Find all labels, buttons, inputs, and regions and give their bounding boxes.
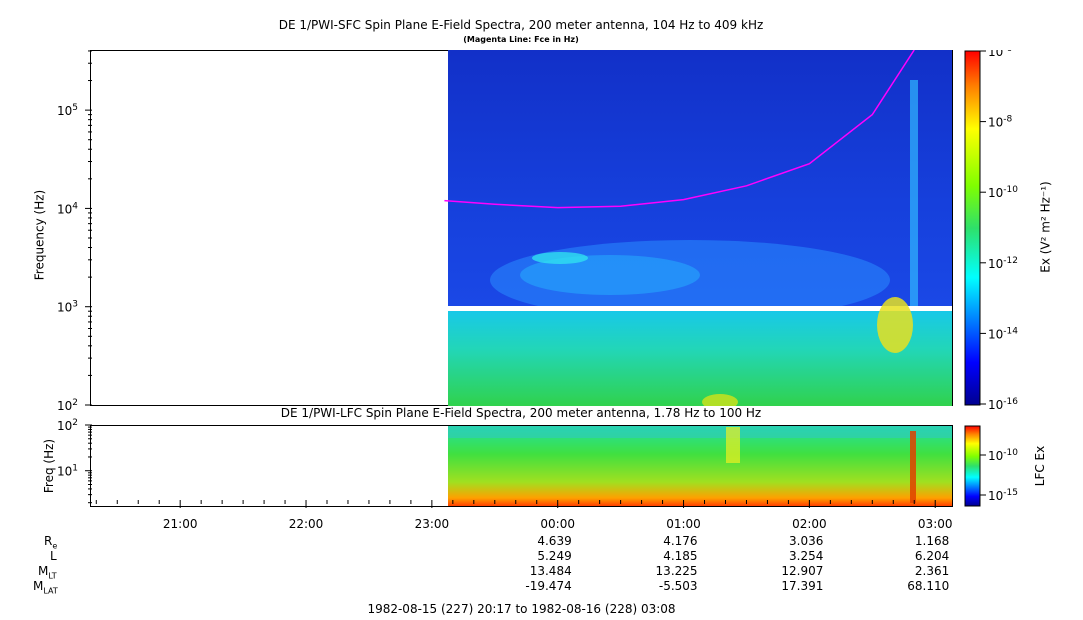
ephemeris-value: 4.185 bbox=[663, 549, 698, 563]
eph-label-mlat: MLAT bbox=[33, 579, 58, 596]
sfc-cbar-tick-label: 10-16 bbox=[988, 397, 1018, 410]
sfc-y-axis: 102 103 104 105 bbox=[57, 50, 92, 413]
ephemeris-value: 3.036 bbox=[789, 534, 824, 548]
ephemeris-value: 6.204 bbox=[914, 549, 950, 563]
sfc-lower-band bbox=[448, 311, 952, 406]
lfc-spectrogram bbox=[448, 426, 952, 506]
fce-line bbox=[444, 50, 915, 209]
lfc-band bbox=[448, 426, 952, 506]
x-tick-label: 22:00 bbox=[289, 517, 324, 531]
sfc-cbar-tick-label: 10-14 bbox=[988, 326, 1018, 341]
sfc-emission-spot bbox=[532, 252, 588, 264]
lfc-plot-frame bbox=[90, 425, 953, 507]
ephemeris-value: 13.225 bbox=[655, 564, 698, 578]
ephemeris-table: 4.639 5.249 13.484 -19.474 4.176 4.185 13.225-… bbox=[0, 534, 1083, 604]
sfc-vertical-burst bbox=[910, 80, 918, 306]
sfc-colorbar-label: Ex (V² m² Hz⁻¹) bbox=[1038, 181, 1053, 273]
ephemeris-value: 5.249 bbox=[537, 549, 572, 563]
sfc-hot-spot bbox=[877, 297, 913, 353]
ephemeris-value: 12.907 bbox=[781, 564, 824, 578]
sfc-title: DE 1/PWI-SFC Spin Plane E-Field Spectra,… bbox=[278, 18, 764, 32]
lfc-top-band bbox=[448, 426, 952, 438]
ephemeris-value: 2.361 bbox=[914, 564, 950, 578]
ephemeris-value: -5.503 bbox=[658, 579, 698, 593]
x-tick-label: 01:00 bbox=[666, 517, 701, 531]
x-tick-label: 02:00 bbox=[792, 517, 827, 531]
sfc-ytick-label: 103 bbox=[57, 300, 78, 315]
sfc-cbar-tick-label: 10-6 bbox=[988, 50, 1013, 59]
lfc-cbar-tick-label: 10-10 bbox=[988, 448, 1018, 463]
lfc-colorbar-label: LFC Ex bbox=[1033, 445, 1048, 487]
time-axis: 21:00 22:00 23:00 00:00 01:00 02:00 03:00 bbox=[95, 500, 953, 531]
lfc-colorbar: 10-15 10-10 bbox=[964, 425, 1018, 507]
lfc-y-axis-label: Freq (Hz) bbox=[42, 438, 57, 494]
sfc-colorbar-scale bbox=[964, 50, 981, 406]
ephemeris-value: 68.110 bbox=[907, 579, 950, 593]
lfc-hot-spot bbox=[726, 427, 740, 463]
x-tick-label: 23:00 bbox=[415, 517, 450, 531]
eph-label-l: L bbox=[50, 549, 57, 563]
sfc-spectrogram bbox=[444, 50, 952, 406]
sfc-subtitle: (Magenta Line: Fce in Hz) bbox=[463, 35, 579, 44]
sfc-cbar-tick-label: 10-10 bbox=[988, 185, 1018, 200]
x-tick-label: 03:00 bbox=[918, 517, 953, 531]
ephemeris-value: 13.484 bbox=[529, 564, 572, 578]
sfc-y-axis-label: Frequency (Hz) bbox=[32, 189, 47, 281]
sfc-hot-spot-low bbox=[702, 394, 738, 406]
sfc-ytick-label: 104 bbox=[57, 201, 78, 216]
lfc-title: DE 1/PWI-LFC Spin Plane E-Field Spectra,… bbox=[280, 406, 762, 420]
ephemeris-value: 4.639 bbox=[537, 534, 572, 548]
sfc-ytick-label: 102 bbox=[57, 398, 78, 413]
sfc-cbar-tick-label: 10-12 bbox=[988, 256, 1018, 271]
lfc-ytick-label: 101 bbox=[57, 464, 78, 479]
ephemeris-value: -19.474 bbox=[525, 579, 572, 593]
sfc-colorbar: 10-16 10-14 10-12 10-10 10-8 10-6 bbox=[964, 50, 1018, 410]
lfc-burst bbox=[910, 431, 916, 503]
x-tick-label: 00:00 bbox=[540, 517, 575, 531]
ephemeris-value: 17.391 bbox=[781, 579, 824, 593]
eph-label-mlt: MLT bbox=[38, 564, 57, 581]
sfc-ytick-label: 105 bbox=[57, 103, 78, 118]
eph-label-re: Re bbox=[44, 534, 58, 551]
sfc-emission-patch bbox=[520, 255, 700, 295]
lfc-colorbar-scale bbox=[964, 425, 981, 507]
lfc-y-axis: 101 102 bbox=[57, 418, 92, 504]
ephemeris-value: 4.176 bbox=[663, 534, 698, 548]
lfc-ytick-label: 102 bbox=[57, 418, 78, 433]
ephemeris-value: 3.254 bbox=[789, 549, 824, 563]
sfc-cbar-tick-label: 10-8 bbox=[988, 115, 1013, 130]
date-range: 1982-08-15 (227) 20:17 to 1982-08-16 (22… bbox=[367, 602, 676, 616]
lfc-cbar-tick-label: 10-15 bbox=[988, 488, 1018, 503]
sfc-data-gap bbox=[448, 306, 952, 311]
x-tick-label: 21:00 bbox=[163, 517, 198, 531]
ephemeris-value: 1.168 bbox=[914, 534, 950, 548]
